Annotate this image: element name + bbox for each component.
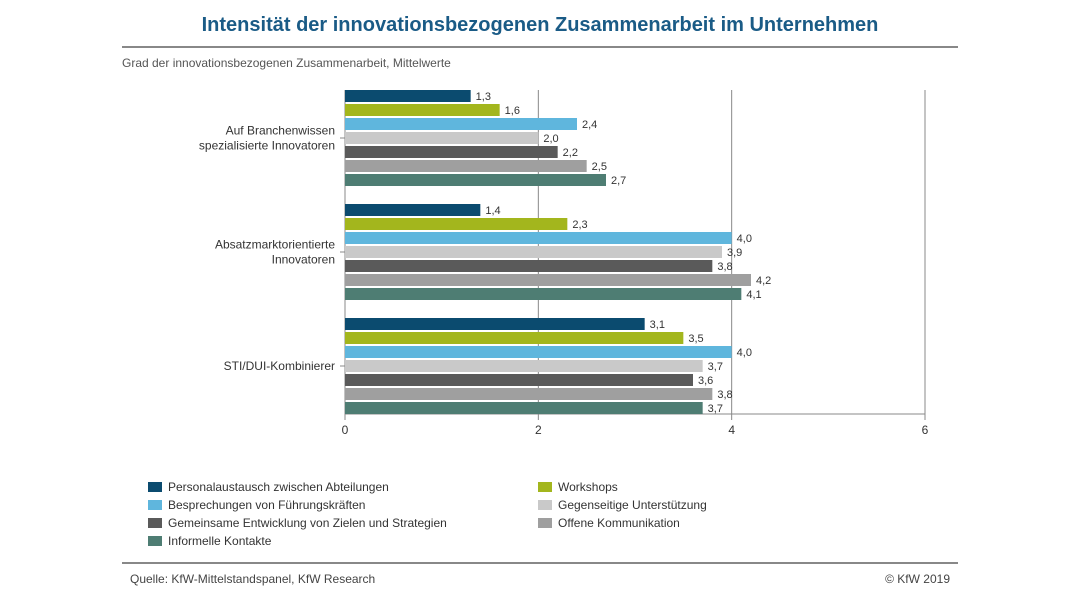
legend-item: Informelle Kontakte: [148, 534, 518, 548]
bar-value: 2,5: [592, 161, 607, 173]
legend-label: Personalaustausch zwischen Abteilungen: [168, 480, 389, 494]
chart-title: Intensität der innovationsbezogenen Zusa…: [0, 14, 1080, 37]
bar: [345, 260, 712, 272]
legend-label: Workshops: [558, 480, 618, 494]
bar-value: 2,2: [563, 147, 578, 159]
bar: [345, 402, 703, 414]
legend-item: Workshops: [538, 480, 908, 494]
rule-top: [122, 46, 958, 48]
bar: [345, 90, 471, 102]
bar-value: 4,2: [756, 275, 771, 287]
legend-swatch: [148, 518, 162, 528]
bar: [345, 360, 703, 372]
legend-swatch: [538, 482, 552, 492]
bar: [345, 174, 606, 186]
legend-item: Personalaustausch zwischen Abteilungen: [148, 480, 518, 494]
legend-label: Gemeinsame Entwicklung von Zielen und St…: [168, 516, 447, 530]
category-label: spezialisierte Innovatoren: [199, 139, 335, 153]
bar-value: 3,9: [727, 247, 742, 259]
legend-label: Informelle Kontakte: [168, 534, 271, 548]
category-label: Absatzmarktorientierte: [215, 238, 335, 252]
bar: [345, 204, 480, 216]
bar: [345, 346, 732, 358]
svg-text:6: 6: [922, 423, 929, 437]
legend-item: Besprechungen von Führungskräften: [148, 498, 518, 512]
bar-value: 4,0: [737, 347, 752, 359]
bar: [345, 332, 683, 344]
bar: [345, 288, 741, 300]
svg-text:0: 0: [342, 423, 349, 437]
legend-item: Offene Kommunikation: [538, 516, 908, 530]
legend-swatch: [148, 482, 162, 492]
bar: [345, 374, 693, 386]
legend-item: Gemeinsame Entwicklung von Zielen und St…: [148, 516, 518, 530]
grouped-bar-chart: 0 2 4 6 Auf Branchenwissenspezialisierte Inn…: [120, 80, 965, 442]
bar-value: 3,1: [650, 319, 665, 331]
category-label: STI/DUI-Kombinierer: [224, 359, 335, 373]
bar-value: 2,4: [582, 119, 597, 131]
legend-label: Offene Kommunikation: [558, 516, 680, 530]
bar: [345, 318, 645, 330]
source-label: Quelle: KfW-Mittelstandspanel, KfW Resea…: [130, 572, 375, 586]
bar: [345, 160, 587, 172]
chart-subtitle: Grad der innovationsbezogenen Zusammenar…: [122, 56, 451, 70]
bar-value: 3,5: [688, 333, 703, 345]
svg-text:2: 2: [535, 423, 542, 437]
bar: [345, 132, 538, 144]
svg-text:4: 4: [728, 423, 735, 437]
copyright-label: © KfW 2019: [885, 572, 950, 586]
bar: [345, 118, 577, 130]
legend: Personalaustausch zwischen Abteilungen Wo…: [148, 480, 948, 552]
bar-value: 1,3: [476, 91, 491, 103]
category-label: Innovatoren: [272, 253, 335, 267]
bar-value: 4,1: [746, 289, 761, 301]
bar-value: 3,8: [717, 261, 732, 273]
bar-value: 2,0: [543, 133, 558, 145]
bar: [345, 218, 567, 230]
legend-label: Besprechungen von Führungskräften: [168, 498, 365, 512]
bar: [345, 232, 732, 244]
bar-value: 2,3: [572, 219, 587, 231]
bar: [345, 104, 500, 116]
bar-value: 2,7: [611, 175, 626, 187]
rule-bottom: [122, 562, 958, 564]
category-label: Auf Branchenwissen: [226, 124, 335, 138]
legend-swatch: [538, 500, 552, 510]
bar: [345, 388, 712, 400]
legend-swatch: [148, 536, 162, 546]
legend-swatch: [148, 500, 162, 510]
bar: [345, 274, 751, 286]
bar-value: 3,6: [698, 375, 713, 387]
bar-value: 3,7: [708, 361, 723, 373]
legend-label: Gegenseitige Unterstützung: [558, 498, 707, 512]
legend-item: Gegenseitige Unterstützung: [538, 498, 908, 512]
bar-value: 1,4: [485, 205, 500, 217]
chart-frame: Intensität der innovationsbezogenen Zusa…: [0, 0, 1080, 608]
legend-swatch: [538, 518, 552, 528]
bar: [345, 146, 558, 158]
bar-value: 3,8: [717, 389, 732, 401]
bar-value: 3,7: [708, 403, 723, 415]
bar-value: 1,6: [505, 105, 520, 117]
bar: [345, 246, 722, 258]
bar-value: 4,0: [737, 233, 752, 245]
